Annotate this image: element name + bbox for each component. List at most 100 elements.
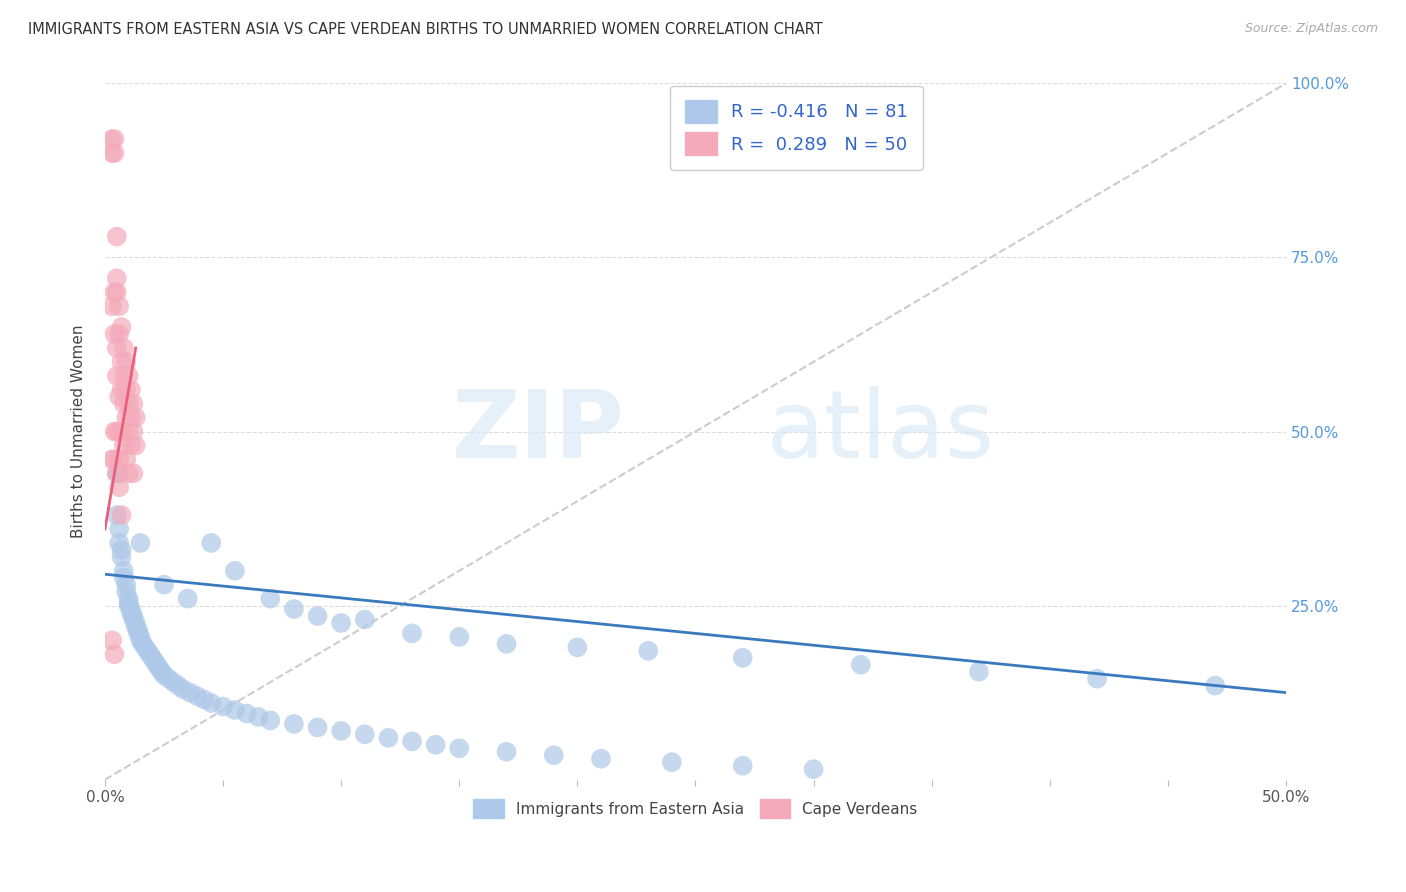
Point xyxy=(731,758,754,772)
Point xyxy=(103,452,125,467)
Point xyxy=(259,714,281,728)
Point xyxy=(101,299,124,313)
Point xyxy=(112,368,135,383)
Point xyxy=(125,410,148,425)
Point xyxy=(117,595,139,609)
Point xyxy=(112,438,135,452)
Point xyxy=(134,640,156,655)
Point xyxy=(353,612,375,626)
Point xyxy=(105,467,128,481)
Point xyxy=(495,745,517,759)
Point xyxy=(105,271,128,285)
Point xyxy=(176,591,198,606)
Point xyxy=(129,633,152,648)
Point xyxy=(101,452,124,467)
Point xyxy=(105,341,128,355)
Point xyxy=(425,738,447,752)
Point xyxy=(117,397,139,411)
Point xyxy=(186,689,208,703)
Point xyxy=(112,397,135,411)
Point xyxy=(567,640,589,655)
Point xyxy=(1085,672,1108,686)
Point xyxy=(637,644,659,658)
Legend: Immigrants from Eastern Asia, Cape Verdeans: Immigrants from Eastern Asia, Cape Verde… xyxy=(467,793,924,824)
Point xyxy=(110,508,132,522)
Point xyxy=(125,438,148,452)
Point xyxy=(153,577,176,591)
Point xyxy=(150,665,173,679)
Point xyxy=(103,327,125,342)
Point xyxy=(117,467,139,481)
Point xyxy=(110,542,132,557)
Point xyxy=(449,741,471,756)
Point xyxy=(103,146,125,161)
Point xyxy=(105,229,128,244)
Point xyxy=(103,425,125,439)
Point xyxy=(108,467,131,481)
Point xyxy=(105,508,128,522)
Point xyxy=(157,672,180,686)
Point xyxy=(120,410,142,425)
Point xyxy=(105,285,128,300)
Point xyxy=(967,665,990,679)
Point xyxy=(108,299,131,313)
Point xyxy=(849,657,872,672)
Point xyxy=(120,602,142,616)
Point xyxy=(235,706,257,721)
Point xyxy=(108,327,131,342)
Point xyxy=(283,717,305,731)
Point xyxy=(115,584,138,599)
Point xyxy=(120,606,142,620)
Point xyxy=(200,536,222,550)
Point xyxy=(224,703,246,717)
Point xyxy=(110,383,132,397)
Point xyxy=(110,549,132,564)
Point xyxy=(108,480,131,494)
Point xyxy=(115,577,138,591)
Text: atlas: atlas xyxy=(766,385,994,477)
Point xyxy=(661,755,683,769)
Point xyxy=(259,591,281,606)
Point xyxy=(247,710,270,724)
Point xyxy=(103,285,125,300)
Text: ZIP: ZIP xyxy=(451,385,624,477)
Point xyxy=(193,692,215,706)
Point xyxy=(307,609,329,624)
Point xyxy=(200,696,222,710)
Point xyxy=(127,626,149,640)
Point xyxy=(108,452,131,467)
Point xyxy=(167,679,190,693)
Point xyxy=(401,734,423,748)
Point xyxy=(117,368,139,383)
Text: IMMIGRANTS FROM EASTERN ASIA VS CAPE VERDEAN BIRTHS TO UNMARRIED WOMEN CORRELATI: IMMIGRANTS FROM EASTERN ASIA VS CAPE VER… xyxy=(28,22,823,37)
Point xyxy=(105,467,128,481)
Point xyxy=(162,675,184,690)
Point xyxy=(224,564,246,578)
Point xyxy=(117,591,139,606)
Point xyxy=(122,397,145,411)
Point xyxy=(110,320,132,334)
Point xyxy=(212,699,235,714)
Point xyxy=(129,630,152,644)
Point xyxy=(731,650,754,665)
Point xyxy=(101,132,124,146)
Point xyxy=(108,390,131,404)
Point xyxy=(122,467,145,481)
Point xyxy=(115,383,138,397)
Point xyxy=(110,355,132,369)
Point xyxy=(283,602,305,616)
Point xyxy=(112,571,135,585)
Point xyxy=(101,633,124,648)
Point xyxy=(495,637,517,651)
Point xyxy=(112,564,135,578)
Point xyxy=(117,425,139,439)
Point xyxy=(110,425,132,439)
Point xyxy=(307,720,329,734)
Point xyxy=(172,682,194,697)
Point xyxy=(139,648,162,662)
Point xyxy=(127,623,149,637)
Point xyxy=(543,748,565,763)
Point xyxy=(136,644,159,658)
Point xyxy=(117,599,139,613)
Point xyxy=(108,522,131,536)
